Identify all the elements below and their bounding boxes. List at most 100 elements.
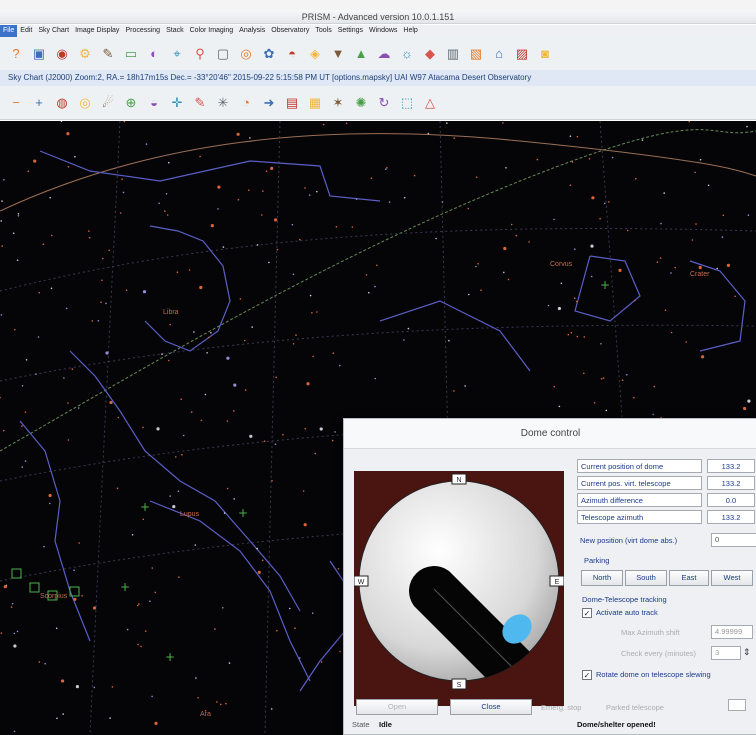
crosshair-icon[interactable]: ✛ xyxy=(171,95,183,110)
save-icon[interactable]: ▣ xyxy=(32,46,46,61)
new-position-label: New position (virt dome abs.) xyxy=(580,536,678,545)
star xyxy=(93,686,96,689)
graph-icon[interactable]: ▧ xyxy=(469,46,483,61)
star xyxy=(73,569,75,571)
magnifier-icon[interactable]: ⚲ xyxy=(195,46,205,61)
zoom-out-icon[interactable]: − xyxy=(12,95,20,110)
star xyxy=(149,600,151,602)
menu-sky-chart[interactable]: Sky Chart xyxy=(38,27,70,34)
camera-icon[interactable]: ◉ xyxy=(56,46,68,61)
deep-sky-marker xyxy=(47,590,58,601)
star xyxy=(16,630,19,633)
menu-help[interactable]: Help xyxy=(403,27,418,34)
star xyxy=(44,662,46,665)
spectrum-icon[interactable]: ▥ xyxy=(446,46,460,61)
arrow-right-icon[interactable]: ➜ xyxy=(263,95,275,110)
menu-processing[interactable]: Processing xyxy=(125,27,161,34)
star xyxy=(652,413,654,416)
frame-icon[interactable]: ▤ xyxy=(285,95,299,110)
shirt-icon[interactable]: ▼ xyxy=(331,46,345,61)
cloud-icon[interactable]: ☁ xyxy=(377,46,391,61)
star xyxy=(3,585,7,589)
filter-wheel-icon[interactable]: ✿ xyxy=(263,46,275,61)
park-east-button[interactable]: East xyxy=(669,570,709,586)
menu-image-display[interactable]: Image Display xyxy=(75,27,120,34)
star xyxy=(181,453,183,456)
menu-file[interactable]: File xyxy=(0,25,18,37)
star xyxy=(590,275,593,278)
ruler-icon[interactable]: ▭ xyxy=(124,46,138,61)
fire-icon[interactable]: ▲ xyxy=(354,46,368,61)
check-every-input[interactable]: 3 xyxy=(711,646,741,660)
target-icon[interactable]: ⊕ xyxy=(125,95,137,110)
emergency-stop-label[interactable]: Emerg. stop xyxy=(541,703,582,712)
menu-observatory[interactable]: Observatory xyxy=(271,27,310,34)
max-azimuth-input[interactable]: 4.99999 xyxy=(711,625,753,639)
menu-settings[interactable]: Settings xyxy=(337,27,364,34)
star-icon[interactable]: ✶ xyxy=(332,95,344,110)
star xyxy=(746,125,748,128)
park-south-button[interactable]: South xyxy=(625,570,667,586)
menu-windows[interactable]: Windows xyxy=(369,27,398,34)
gear-icon[interactable]: ⚙ xyxy=(79,46,91,61)
help-icon[interactable]: ? xyxy=(12,46,20,61)
triangle-icon[interactable]: △ xyxy=(425,95,435,110)
half-moon-icon[interactable]: ◐ xyxy=(150,46,158,61)
dome-icon[interactable]: ◓ xyxy=(288,46,296,61)
star xyxy=(275,376,278,379)
star xyxy=(608,201,610,203)
weather-station-icon[interactable]: ◆ xyxy=(425,46,435,61)
selection-icon[interactable]: ⬚ xyxy=(400,95,414,110)
nebula-icon[interactable]: ✺ xyxy=(355,95,367,110)
top-decoration xyxy=(0,0,756,10)
menu-tools[interactable]: Tools xyxy=(315,27,332,34)
menu-edit[interactable]: Edit xyxy=(20,27,33,34)
menu-color-imaging[interactable]: Color Imaging xyxy=(189,27,234,34)
star xyxy=(61,679,65,683)
focuser-icon[interactable]: ◈ xyxy=(310,46,320,61)
park-west-button[interactable]: West xyxy=(711,570,753,586)
auto-track-checkbox[interactable]: ✓ xyxy=(582,608,592,618)
wrench-icon[interactable]: ✎ xyxy=(102,46,114,61)
star xyxy=(553,218,555,221)
menu-stack[interactable]: Stack xyxy=(166,27,184,34)
star xyxy=(190,411,193,413)
close-button[interactable]: Close xyxy=(450,699,532,715)
zoom-in-icon[interactable]: + xyxy=(35,95,43,110)
star xyxy=(291,223,294,226)
check-every-spinner-icon[interactable]: ⇕ xyxy=(743,647,751,657)
open-button[interactable]: Open xyxy=(356,699,438,715)
star xyxy=(374,285,376,288)
finder-icon[interactable]: ◔ xyxy=(242,95,250,110)
camera-lens-icon[interactable]: ◎ xyxy=(240,46,252,61)
menu-analysis[interactable]: Analysis xyxy=(239,27,266,34)
rotate-dome-checkbox[interactable]: ✓ xyxy=(582,670,592,680)
wrench-icon[interactable]: ✎ xyxy=(194,95,206,110)
horizon-icon[interactable]: ◒ xyxy=(150,95,158,110)
star xyxy=(747,214,750,216)
star xyxy=(182,434,185,437)
new-position-input[interactable]: 0 xyxy=(711,533,756,547)
weather-icon[interactable]: ☼ xyxy=(401,46,413,61)
constellation-line xyxy=(144,225,231,352)
planets-icon[interactable]: ◎ xyxy=(79,95,91,110)
star xyxy=(557,306,562,311)
star xyxy=(101,279,103,282)
earth-icon[interactable]: ◍ xyxy=(56,95,68,110)
grid-icon[interactable]: ▦ xyxy=(308,95,322,110)
roof-icon[interactable]: ⌂ xyxy=(495,46,503,61)
telescope-icon[interactable]: ⌖ xyxy=(173,46,181,61)
camera-icon-2[interactable]: ◙ xyxy=(541,46,549,61)
refresh-icon[interactable]: ↻ xyxy=(378,95,390,110)
star-burst-icon[interactable]: ✳ xyxy=(217,95,229,110)
park-north-button[interactable]: North xyxy=(581,570,623,586)
star xyxy=(282,433,284,436)
star xyxy=(314,452,317,455)
ecliptic-line xyxy=(0,133,756,212)
star xyxy=(2,429,5,432)
monitor-icon[interactable]: ▢ xyxy=(216,46,230,61)
chart-icon[interactable]: ▨ xyxy=(515,46,529,61)
star xyxy=(62,713,64,715)
star xyxy=(204,393,207,396)
comet-icon[interactable]: ☄ xyxy=(102,95,114,110)
